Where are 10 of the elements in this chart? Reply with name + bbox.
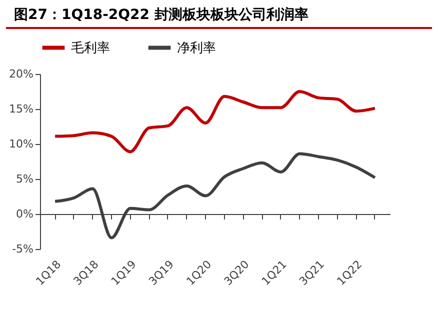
legend-label: 净利率 <box>177 40 216 56</box>
y-tick-label: 15% <box>9 102 34 116</box>
y-tick-label: 0% <box>16 208 34 220</box>
legend-label: 毛利率 <box>71 40 110 56</box>
chart-title: 图27：1Q18-2Q22 封测板块板块公司利润率 <box>6 0 432 29</box>
y-tick-label: 5% <box>16 172 34 186</box>
y-tick-label: -5% <box>12 242 34 256</box>
y-tick-label: 20% <box>9 68 34 80</box>
line-series <box>54 90 376 154</box>
y-tick-label: 10% <box>9 138 34 150</box>
